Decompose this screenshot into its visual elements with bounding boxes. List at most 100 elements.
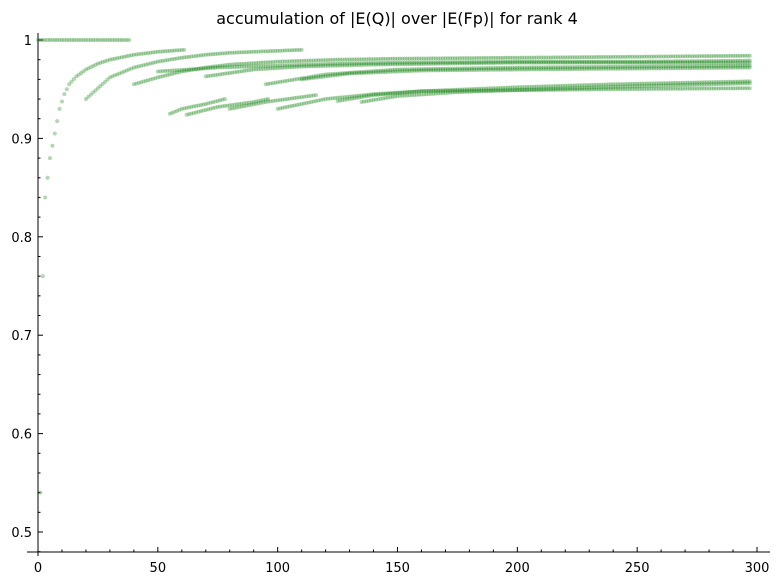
scatter-point xyxy=(165,49,170,54)
scatter-point xyxy=(702,59,707,64)
scatter-point xyxy=(500,67,505,72)
scatter-point xyxy=(510,65,515,70)
scatter-point xyxy=(184,105,189,110)
scatter-point xyxy=(134,81,139,86)
scatter-point xyxy=(678,59,683,64)
scatter-point xyxy=(498,67,503,72)
scatter-point xyxy=(280,48,285,53)
scatter-point xyxy=(683,59,688,64)
scatter-point xyxy=(457,60,462,65)
scatter-point xyxy=(141,79,146,84)
scatter-point xyxy=(208,64,213,69)
scatter-point xyxy=(69,38,74,42)
scatter-point xyxy=(378,92,383,97)
scatter-point xyxy=(402,62,407,67)
scatter-point xyxy=(254,99,259,104)
scatter-point xyxy=(172,68,177,73)
scatter-point xyxy=(465,66,469,71)
scatter-point xyxy=(623,54,628,59)
scatter-point xyxy=(577,60,582,65)
scatter-point xyxy=(314,74,319,79)
scatter-point xyxy=(620,84,625,89)
scatter-point xyxy=(220,97,225,102)
x-tick-label: 50 xyxy=(150,561,167,576)
scatter-point xyxy=(481,55,486,60)
scatter-point xyxy=(606,82,611,87)
scatter-point xyxy=(731,63,736,68)
scatter-point xyxy=(309,93,314,98)
scatter-point xyxy=(158,69,163,74)
scatter-point xyxy=(568,59,573,64)
scatter-point xyxy=(186,112,191,117)
scatter-point xyxy=(642,84,647,89)
scatter-point xyxy=(651,60,656,65)
scatter-point xyxy=(649,86,654,91)
scatter-point xyxy=(431,66,436,71)
scatter-point xyxy=(707,54,712,59)
scatter-point xyxy=(563,83,568,88)
scatter-point xyxy=(395,69,400,74)
scatter-point xyxy=(417,61,422,66)
scatter-point xyxy=(270,66,275,71)
scatter-point xyxy=(175,108,180,113)
x-tick-label: 100 xyxy=(265,561,290,576)
scatter-point xyxy=(587,60,592,65)
scatter-point xyxy=(285,63,290,68)
scatter-point xyxy=(678,83,683,88)
scatter-point xyxy=(465,89,469,94)
scatter-point xyxy=(711,60,716,65)
scatter-point xyxy=(544,87,549,92)
scatter-point xyxy=(175,48,180,53)
scatter-point xyxy=(635,87,640,92)
scatter-point xyxy=(419,56,424,61)
scatter-point xyxy=(558,59,563,64)
scatter-point xyxy=(43,195,48,200)
scatter-point xyxy=(527,55,532,60)
scatter-point xyxy=(371,69,376,74)
scatter-point xyxy=(630,84,635,89)
scatter-point xyxy=(273,98,278,103)
scatter-point xyxy=(592,64,597,69)
scatter-point xyxy=(134,52,139,57)
scatter-point xyxy=(551,86,556,91)
scatter-point xyxy=(522,55,527,60)
scatter-point xyxy=(505,60,510,65)
scatter-point xyxy=(551,87,556,92)
scatter-point xyxy=(311,93,316,98)
scatter-point xyxy=(266,99,271,104)
scatter-point xyxy=(508,88,513,93)
scatter-point xyxy=(731,81,736,86)
scatter-point xyxy=(282,48,287,53)
scatter-point xyxy=(299,62,304,67)
scatter-point xyxy=(608,66,613,71)
scatter-point xyxy=(601,82,606,87)
scatter-point xyxy=(76,72,81,77)
scatter-point xyxy=(189,111,194,116)
scatter-point xyxy=(383,60,388,65)
scatter-point xyxy=(510,60,515,65)
scatter-point xyxy=(388,95,393,100)
scatter-point xyxy=(414,56,419,61)
scatter-point xyxy=(203,65,208,70)
scatter-point xyxy=(357,57,362,62)
y-tick-label: 1 xyxy=(24,34,32,49)
scatter-point xyxy=(635,59,640,64)
scatter-point xyxy=(594,64,599,69)
scatter-point xyxy=(608,82,613,87)
scatter-point xyxy=(615,54,620,59)
scatter-point xyxy=(302,58,307,63)
scatter-point xyxy=(393,60,398,65)
scatter-point xyxy=(498,88,503,93)
scatter-point xyxy=(443,88,448,93)
scatter-point xyxy=(615,66,620,71)
scatter-point xyxy=(246,50,251,54)
scatter-point xyxy=(342,57,347,62)
scatter-point xyxy=(234,69,239,74)
scatter-point xyxy=(570,65,575,70)
scatter-point xyxy=(500,55,505,60)
scatter-point xyxy=(426,60,431,65)
scatter-point xyxy=(321,97,326,102)
scatter-point xyxy=(191,67,196,72)
scatter-point xyxy=(596,55,601,60)
scatter-point xyxy=(704,80,709,85)
